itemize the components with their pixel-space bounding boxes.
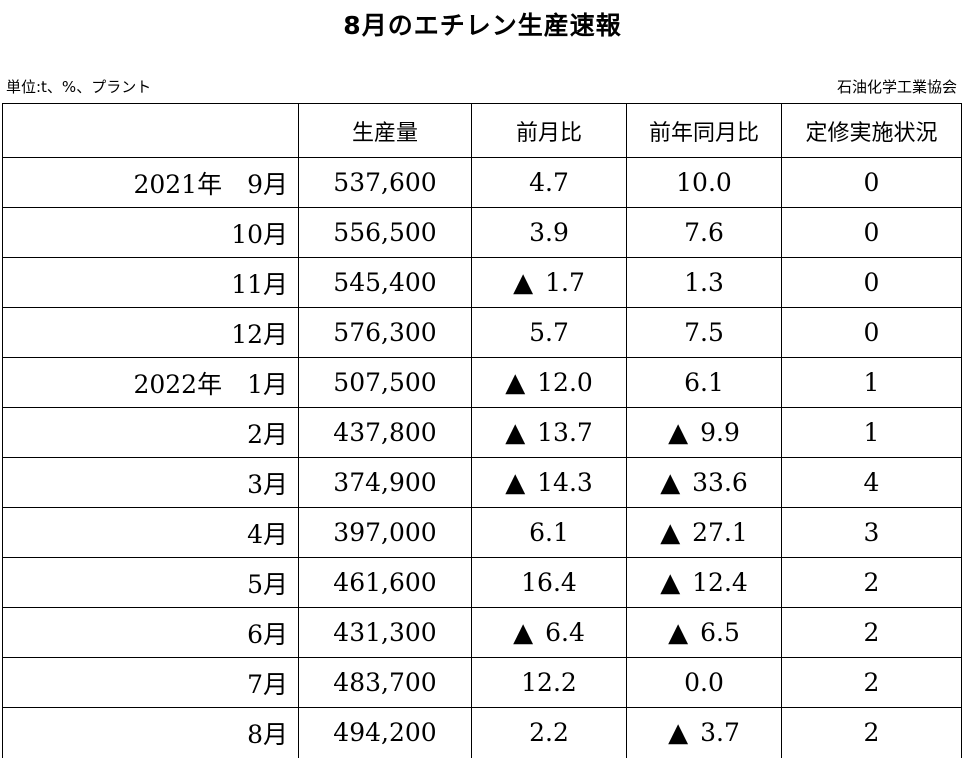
period-cell: 5月 xyxy=(2,557,299,608)
period-cell: 2月 xyxy=(2,407,299,458)
negative-marker-icon: ▲ xyxy=(505,417,526,448)
negative-marker-icon: ▲ xyxy=(660,467,681,498)
source-label: 石油化学工業協会 xyxy=(836,78,957,96)
negative-marker-icon: ▲ xyxy=(660,517,681,548)
production-cell: 431,300 xyxy=(298,607,472,658)
period-cell: 12月 xyxy=(2,307,299,358)
production-cell: 461,600 xyxy=(298,557,472,608)
table-row: 12月 576,300 5.7 7.5 0 xyxy=(2,307,962,358)
maintenance-cell: 2 xyxy=(781,607,962,658)
negative-marker-icon: ▲ xyxy=(513,617,534,648)
table-row: 5月 461,600 16.4 ▲ 12.4 2 xyxy=(2,557,962,608)
mom-cell: ▲ 12.0 xyxy=(471,357,627,408)
mom-cell: 12.2 xyxy=(471,657,627,708)
negative-marker-icon: ▲ xyxy=(668,717,689,748)
table-body: 2021年 9月 537,600 4.7 10.0 0 10月 556,500 3.9 7.6 0… xyxy=(2,157,962,758)
mom-cell: 2.2 xyxy=(471,707,627,758)
negative-marker-icon: ▲ xyxy=(513,267,534,298)
period-cell: 6月 xyxy=(2,607,299,658)
maintenance-cell: 0 xyxy=(781,207,962,258)
production-cell: 556,500 xyxy=(298,207,472,258)
production-cell: 576,300 xyxy=(298,307,472,358)
production-cell: 374,900 xyxy=(298,457,472,508)
production-cell: 437,800 xyxy=(298,407,472,458)
yoy-cell: 7.5 xyxy=(626,307,782,358)
yoy-cell: ▲ 33.6 xyxy=(626,457,782,508)
unit-label: 単位:t、%、プラント xyxy=(6,78,152,96)
negative-marker-icon: ▲ xyxy=(660,567,681,598)
yoy-cell: ▲ 6.5 xyxy=(626,607,782,658)
negative-marker-icon: ▲ xyxy=(668,417,689,448)
header-production: 生産量 xyxy=(298,103,472,158)
header-yoy: 前年同月比 xyxy=(626,103,782,158)
negative-marker-icon: ▲ xyxy=(505,467,526,498)
production-table: 生産量 前月比 前年同月比 定修実施状況 2021年 9月 537,600 4.7 1… xyxy=(2,103,962,758)
mom-cell: 6.1 xyxy=(471,507,627,558)
yoy-cell: 10.0 xyxy=(626,157,782,208)
table-row: 11月 545,400 ▲ 1.7 1.3 0 xyxy=(2,257,962,308)
period-cell: 2021年 9月 xyxy=(2,157,299,208)
maintenance-cell: 0 xyxy=(781,307,962,358)
production-cell: 545,400 xyxy=(298,257,472,308)
maintenance-cell: 3 xyxy=(781,507,962,558)
header-maintenance: 定修実施状況 xyxy=(781,103,962,158)
table-row: 8月 494,200 2.2 ▲ 3.7 2 xyxy=(2,707,962,758)
production-cell: 537,600 xyxy=(298,157,472,208)
maintenance-cell: 0 xyxy=(781,257,962,308)
mom-cell: 16.4 xyxy=(471,557,627,608)
maintenance-cell: 2 xyxy=(781,557,962,608)
table-row: 7月 483,700 12.2 0.0 2 xyxy=(2,657,962,708)
table-row: 2022年 1月 507,500 ▲ 12.0 6.1 1 xyxy=(2,357,962,408)
table-row: 10月 556,500 3.9 7.6 0 xyxy=(2,207,962,258)
period-cell: 7月 xyxy=(2,657,299,708)
period-cell: 10月 xyxy=(2,207,299,258)
production-cell: 494,200 xyxy=(298,707,472,758)
period-cell: 11月 xyxy=(2,257,299,308)
table-header-row: 生産量 前月比 前年同月比 定修実施状況 xyxy=(2,103,962,158)
period-cell: 3月 xyxy=(2,457,299,508)
yoy-cell: 1.3 xyxy=(626,257,782,308)
header-mom: 前月比 xyxy=(471,103,627,158)
mom-cell: ▲ 14.3 xyxy=(471,457,627,508)
mom-cell: 3.9 xyxy=(471,207,627,258)
maintenance-cell: 1 xyxy=(781,357,962,408)
yoy-cell: 0.0 xyxy=(626,657,782,708)
yoy-cell: ▲ 9.9 xyxy=(626,407,782,458)
period-cell: 4月 xyxy=(2,507,299,558)
mom-cell: ▲ 1.7 xyxy=(471,257,627,308)
table-row: 4月 397,000 6.1 ▲ 27.1 3 xyxy=(2,507,962,558)
production-cell: 507,500 xyxy=(298,357,472,408)
mom-cell: 4.7 xyxy=(471,157,627,208)
mom-cell: ▲ 13.7 xyxy=(471,407,627,458)
period-cell: 8月 xyxy=(2,707,299,758)
maintenance-cell: 2 xyxy=(781,707,962,758)
yoy-cell: ▲ 12.4 xyxy=(626,557,782,608)
negative-marker-icon: ▲ xyxy=(505,367,526,398)
maintenance-cell: 1 xyxy=(781,407,962,458)
page-title: 8月のエチレン生産速報 xyxy=(343,11,622,40)
yoy-cell: ▲ 27.1 xyxy=(626,507,782,558)
yoy-cell: 7.6 xyxy=(626,207,782,258)
yoy-cell: 6.1 xyxy=(626,357,782,408)
table-row: 3月 374,900 ▲ 14.3 ▲ 33.6 4 xyxy=(2,457,962,508)
maintenance-cell: 4 xyxy=(781,457,962,508)
negative-marker-icon: ▲ xyxy=(668,617,689,648)
production-cell: 483,700 xyxy=(298,657,472,708)
maintenance-cell: 0 xyxy=(781,157,962,208)
mom-cell: 5.7 xyxy=(471,307,627,358)
header-period xyxy=(2,103,299,158)
mom-cell: ▲ 6.4 xyxy=(471,607,627,658)
table-row: 6月 431,300 ▲ 6.4 ▲ 6.5 2 xyxy=(2,607,962,658)
period-cell: 2022年 1月 xyxy=(2,357,299,408)
production-cell: 397,000 xyxy=(298,507,472,558)
table-row: 2月 437,800 ▲ 13.7 ▲ 9.9 1 xyxy=(2,407,962,458)
maintenance-cell: 2 xyxy=(781,657,962,708)
yoy-cell: ▲ 3.7 xyxy=(626,707,782,758)
table-row: 2021年 9月 537,600 4.7 10.0 0 xyxy=(2,157,962,208)
